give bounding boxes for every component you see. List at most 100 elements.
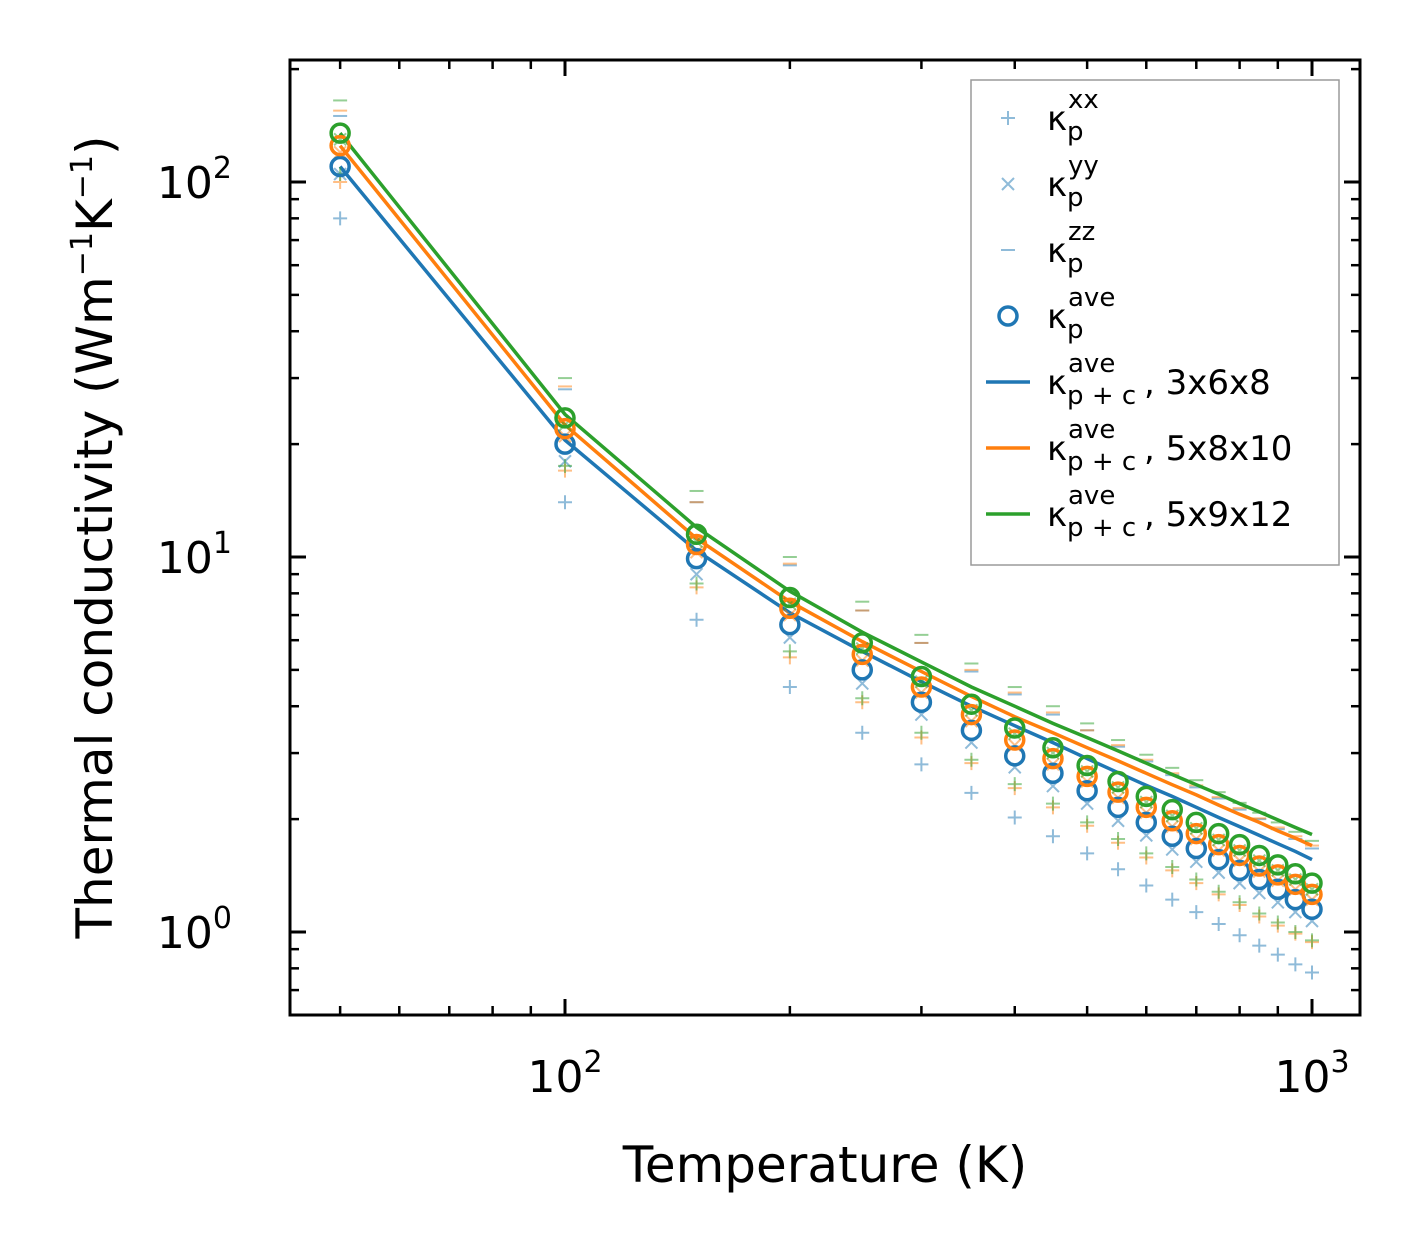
data-point-xx bbox=[1139, 846, 1154, 861]
data-point-ave bbox=[1107, 796, 1129, 819]
data-point-xx bbox=[1045, 796, 1060, 811]
data-point-xx bbox=[689, 576, 704, 591]
y-tick-label: 102 bbox=[157, 151, 232, 209]
data-point-ave bbox=[779, 586, 801, 609]
data-point-xx bbox=[1080, 815, 1095, 830]
data-point-ave bbox=[554, 417, 576, 440]
data-point-ave bbox=[960, 703, 983, 726]
legend-entry: κpave bbox=[997, 283, 1115, 345]
data-point-ave bbox=[1042, 762, 1064, 785]
data-point-ave bbox=[851, 632, 874, 654]
y-tick-label: 101 bbox=[157, 526, 232, 584]
data-point-ave bbox=[1135, 796, 1158, 819]
data-point-ave bbox=[329, 122, 351, 144]
data-point-ave bbox=[329, 155, 351, 178]
data-point-xx bbox=[1165, 860, 1180, 875]
data-point-ave bbox=[1003, 729, 1026, 751]
data-point-ave bbox=[1076, 780, 1098, 802]
data-point-xx bbox=[855, 691, 870, 706]
data-point-xx bbox=[333, 211, 348, 226]
legend-label: κp + cave, 5x9x12 bbox=[1047, 481, 1292, 543]
data-point-ave bbox=[1301, 872, 1323, 894]
series-line-5x9x12 bbox=[338, 132, 1313, 837]
data-point-xx bbox=[914, 757, 929, 772]
data-point-ave bbox=[1135, 811, 1158, 834]
data-point-yy bbox=[1001, 177, 1015, 191]
data-point-xx bbox=[1252, 906, 1267, 921]
data-point-xx bbox=[1288, 957, 1303, 972]
data-point-xx bbox=[1232, 895, 1247, 910]
data-point-ave bbox=[960, 719, 983, 742]
data-point-xx bbox=[1211, 884, 1226, 899]
data-point-yy bbox=[333, 132, 347, 146]
data-point-xx bbox=[914, 725, 929, 740]
legend-label: κp + cave, 3x6x8 bbox=[1047, 349, 1271, 411]
data-point-xx bbox=[1045, 829, 1060, 844]
data-point-xx bbox=[1111, 862, 1126, 877]
data-point-ave bbox=[1042, 747, 1064, 770]
data-point-ave bbox=[851, 659, 874, 681]
x-axis-label: Temperature (K) bbox=[622, 1136, 1027, 1194]
data-point-ave bbox=[910, 676, 933, 698]
data-point-ave bbox=[1207, 848, 1230, 871]
data-point-ave bbox=[1107, 770, 1129, 793]
data-point-xx bbox=[1189, 905, 1204, 920]
data-point-xx bbox=[855, 725, 870, 740]
legend-label: κpyy bbox=[1047, 151, 1099, 213]
y-tick-label: 100 bbox=[157, 901, 232, 959]
plot-area bbox=[329, 99, 1323, 980]
data-point-xx bbox=[1007, 777, 1022, 792]
legend-entry: κpzz bbox=[1001, 217, 1095, 279]
data-point-xx bbox=[964, 785, 979, 800]
data-point-xx bbox=[1305, 933, 1319, 948]
x-tick-label: 103 bbox=[1274, 1045, 1349, 1103]
legend-entry: κp + cave, 5x9x12 bbox=[986, 481, 1292, 543]
legend-entry: κpxx bbox=[1001, 85, 1099, 147]
data-point-yy bbox=[333, 145, 347, 160]
data-point-ave bbox=[554, 433, 576, 455]
data-point-ave bbox=[910, 665, 933, 688]
data-point-ave bbox=[554, 407, 576, 429]
data-point-ave bbox=[1301, 898, 1323, 920]
y-axis-label: Thermal conductivity (Wm−1K−1) bbox=[65, 136, 124, 940]
data-point-xx bbox=[1270, 947, 1285, 962]
data-point-ave bbox=[960, 693, 983, 715]
data-point-ave bbox=[1284, 862, 1307, 885]
data-point-xx bbox=[1211, 917, 1226, 932]
legend-entry: κp + cave, 5x8x10 bbox=[986, 415, 1292, 477]
legend-label: κp + cave, 5x8x10 bbox=[1047, 415, 1292, 477]
data-point-xx bbox=[1139, 878, 1154, 893]
legend-label: κpxx bbox=[1047, 85, 1099, 147]
data-point-xx bbox=[1111, 832, 1126, 847]
data-point-ave bbox=[1185, 811, 1208, 834]
legend-label: κpave bbox=[1047, 283, 1115, 345]
x-tick-label: 102 bbox=[527, 1045, 602, 1103]
data-point-xx bbox=[1270, 915, 1285, 930]
data-point-ave bbox=[1228, 859, 1251, 882]
data-point-xx bbox=[558, 495, 572, 510]
data-point-ave bbox=[997, 305, 1019, 327]
data-point-ave bbox=[1228, 833, 1251, 856]
data-point-xx bbox=[558, 458, 572, 473]
data-point-ave bbox=[1003, 745, 1026, 767]
data-point-ave bbox=[1135, 785, 1158, 808]
legend-label: κpzz bbox=[1047, 217, 1095, 279]
data-point-xx bbox=[1165, 892, 1180, 907]
data-point-xx bbox=[1007, 810, 1022, 825]
series-line-3x6x8 bbox=[338, 165, 1313, 862]
data-point-xx bbox=[1305, 965, 1319, 980]
data-point-xx bbox=[1189, 872, 1204, 887]
data-point-ave bbox=[910, 691, 933, 713]
data-point-xx bbox=[1080, 846, 1095, 861]
data-point-xx bbox=[1232, 928, 1247, 943]
data-point-xx bbox=[1001, 111, 1015, 125]
data-point-ave bbox=[1107, 781, 1129, 803]
data-point-xx bbox=[1288, 925, 1303, 939]
data-point-xx bbox=[1252, 938, 1267, 953]
data-point-ave bbox=[685, 523, 708, 545]
data-point-ave bbox=[685, 533, 708, 556]
data-point-ave bbox=[1248, 844, 1271, 867]
data-point-ave bbox=[1003, 717, 1026, 739]
data-point-ave bbox=[1207, 822, 1230, 845]
